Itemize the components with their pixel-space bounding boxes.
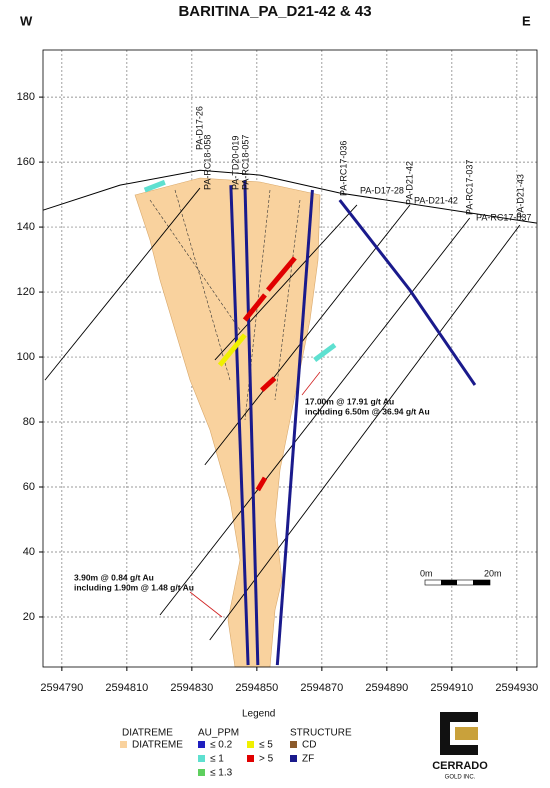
x-tick-label: 2594930 [495, 682, 538, 694]
y-tick-label: 80 [23, 416, 35, 428]
legend-swatch [290, 741, 297, 748]
assay-interval [255, 476, 268, 492]
chart-title: BARITINA_PA_D21-42 & 43 [178, 3, 371, 20]
hole-label: PA-RC17-037 [476, 212, 531, 222]
drill-hole [44, 187, 201, 381]
drill-hole [243, 180, 260, 666]
y-tick-label: 160 [17, 156, 35, 168]
x-tick-label: 2594830 [170, 682, 213, 694]
drill-hole [338, 199, 477, 386]
legend-swatch [198, 769, 205, 776]
drill-hole [275, 189, 314, 666]
plot [42, 169, 538, 666]
logo: CERRADO GOLD INC. [432, 712, 488, 781]
legend-label: ≤ 1 [210, 754, 224, 765]
legend-label: ≤ 5 [259, 740, 273, 751]
drill-hole [209, 224, 521, 641]
assay-interval [242, 293, 267, 322]
logo-mark [440, 712, 478, 755]
legend-label: > 5 [259, 754, 274, 765]
hole-label: PA-D21-42 [414, 195, 458, 205]
annotation: including 1.90m @ 1.48 g/t Au [74, 582, 194, 592]
y-tick-label: 120 [17, 286, 35, 298]
scale-label: 20m [484, 568, 502, 578]
assay-interval [143, 179, 166, 193]
diatreme-body [134, 177, 321, 668]
plot-frame [42, 49, 538, 668]
logo-mark [455, 727, 478, 740]
y-tick-label: 180 [17, 91, 35, 103]
legend-swatch [247, 741, 254, 748]
annotation: 3.90m @ 0.84 g/t Au [74, 572, 154, 582]
legend-swatch [198, 741, 205, 748]
drill-hole [229, 185, 250, 666]
topography [42, 169, 538, 224]
legend-title: Legend [242, 709, 275, 720]
y-tick-label: 60 [23, 481, 35, 493]
y-tick-label: 20 [23, 611, 35, 623]
x-tick-label: 2594890 [365, 682, 408, 694]
hole-label: PA-D21-43 [515, 174, 525, 218]
logo-subtitle: GOLD INC. [445, 775, 476, 781]
legend-swatch [198, 755, 205, 762]
hole-label: PA-RC17-037 [464, 160, 474, 215]
annotation: including 6.50m @ 36.94 g/t Au [305, 406, 430, 416]
hole-label: PA-D21-42 [404, 161, 414, 205]
legend-swatch [120, 741, 127, 748]
x-tick-label: 2594790 [40, 682, 83, 694]
assay-interval [265, 256, 297, 292]
legend-label: ≤ 1.3 [210, 768, 233, 779]
assay-interval [313, 343, 337, 362]
legend-label: CD [302, 740, 316, 751]
legend-group: AU_PPM [198, 728, 239, 739]
x-tick-label: 2594850 [235, 682, 278, 694]
legend-group: STRUCTURE [290, 728, 352, 739]
assay-interval [260, 376, 277, 393]
hole-label: PA-TD20-019 [230, 136, 240, 190]
y-tick-label: 40 [23, 546, 35, 558]
logo-name: CERRADO [432, 760, 488, 772]
y-tick-label: 140 [17, 221, 35, 233]
x-tick-label: 2594870 [300, 682, 343, 694]
assay-interval [217, 333, 247, 367]
drill-hole [159, 217, 471, 616]
legend-swatch [290, 755, 297, 762]
scale-bar-block [441, 580, 457, 585]
scale-bar-block [473, 580, 490, 585]
annotation: 17.00m @ 17.91 g/t Au [305, 396, 394, 406]
scale-bar: 0m 20m [420, 568, 502, 586]
annotation-leader [189, 371, 321, 618]
legend: Legend DIATREME DIATREME AU_PPM ≤ 0.2 ≤ … [120, 709, 352, 779]
east-label: E [522, 13, 531, 28]
hole-label: PA-D17-26 [194, 106, 204, 150]
legend-label: DIATREME [132, 740, 183, 751]
legend-label: ZF [302, 754, 314, 765]
west-label: W [20, 13, 33, 28]
hole-label: PA-D17-28 [360, 185, 404, 195]
legend-group: DIATREME [122, 728, 173, 739]
drill-hole [214, 204, 358, 361]
x-tick-label: 2594810 [105, 682, 148, 694]
legend-swatch [247, 755, 254, 762]
legend-label: ≤ 0.2 [210, 740, 233, 751]
hole-label: PA-RC18-058 [202, 135, 212, 190]
hole-label: PA-RC17-036 [338, 141, 348, 196]
y-tick-label: 100 [17, 351, 35, 363]
hole-label: PA-RC18-057 [240, 135, 250, 190]
hole-labels: PA-D17-26 PA-RC18-058 PA-TD20-019 PA-RC1… [194, 106, 531, 222]
scale-label: 0m [420, 568, 433, 578]
x-tick-label: 2594910 [430, 682, 473, 694]
